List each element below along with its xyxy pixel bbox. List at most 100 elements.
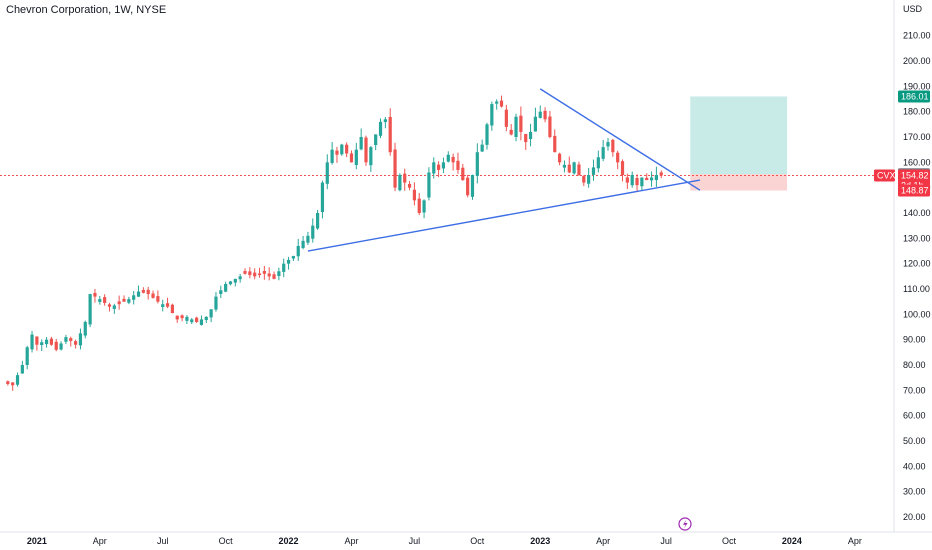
candle bbox=[524, 133, 528, 150]
price-tick-label: 80.00 bbox=[903, 360, 926, 370]
candle bbox=[224, 281, 228, 293]
time-tick-label: Apr bbox=[93, 536, 107, 546]
candle bbox=[316, 209, 320, 230]
candle bbox=[558, 152, 562, 166]
candle bbox=[427, 167, 431, 201]
time-tick-label: 2023 bbox=[530, 536, 550, 546]
candle bbox=[282, 258, 286, 278]
candle bbox=[253, 268, 257, 280]
candle bbox=[74, 339, 78, 349]
candle bbox=[345, 142, 349, 158]
candle bbox=[228, 280, 233, 286]
candle bbox=[190, 317, 194, 325]
candle bbox=[272, 271, 276, 280]
time-tick-label: Jul bbox=[660, 536, 672, 546]
price-tick-label: 120.00 bbox=[903, 259, 931, 269]
candle bbox=[291, 255, 295, 262]
candle bbox=[88, 293, 92, 328]
candle bbox=[195, 316, 199, 323]
candle bbox=[11, 381, 15, 391]
candle bbox=[199, 315, 204, 326]
trendline-support[interactable] bbox=[307, 179, 701, 252]
candle bbox=[596, 150, 600, 173]
candle bbox=[451, 153, 455, 171]
candle bbox=[635, 174, 639, 192]
candle bbox=[645, 173, 649, 181]
candle bbox=[601, 139, 605, 162]
price-tick-label: 190.00 bbox=[903, 81, 931, 91]
candle bbox=[306, 231, 310, 245]
candle bbox=[25, 345, 29, 370]
candle bbox=[127, 296, 131, 305]
candle bbox=[582, 175, 586, 187]
time-tick-label: Oct bbox=[722, 536, 737, 546]
candle bbox=[630, 171, 634, 188]
candle bbox=[611, 138, 615, 157]
price-tick-label: 70.00 bbox=[903, 385, 926, 395]
candle bbox=[543, 107, 547, 123]
candle bbox=[214, 291, 218, 312]
candle bbox=[640, 177, 644, 191]
target-price-tag-text: 186.01 bbox=[901, 91, 929, 101]
time-tick-label: Apr bbox=[596, 536, 610, 546]
candle bbox=[30, 331, 34, 353]
candle bbox=[64, 334, 68, 345]
candle bbox=[93, 288, 97, 303]
candle bbox=[528, 123, 533, 147]
time-axis: 2021 Apr Jul Oct 2022 Apr Jul Oct 2023 Apr Jul Oct 2… bbox=[27, 536, 862, 546]
candle bbox=[59, 341, 63, 351]
candle bbox=[354, 142, 358, 170]
candle bbox=[456, 152, 460, 174]
time-tick-label: Jul bbox=[409, 536, 421, 546]
price-tick-label: 140.00 bbox=[903, 208, 931, 218]
candle bbox=[204, 316, 208, 324]
candle bbox=[15, 372, 20, 387]
candle bbox=[553, 129, 557, 153]
candle bbox=[151, 290, 155, 299]
stop-price-tag bbox=[898, 184, 930, 197]
candle bbox=[504, 104, 508, 132]
candle bbox=[83, 320, 87, 339]
candle bbox=[567, 156, 571, 174]
candle bbox=[98, 295, 102, 305]
candle bbox=[301, 236, 305, 250]
candle bbox=[490, 101, 494, 131]
candle bbox=[175, 315, 179, 323]
candle bbox=[620, 159, 625, 182]
candle bbox=[267, 267, 271, 281]
price-tick-label: 30.00 bbox=[903, 487, 926, 497]
candle bbox=[286, 256, 291, 270]
candle bbox=[422, 199, 426, 219]
candle bbox=[587, 167, 591, 188]
candle bbox=[470, 174, 475, 200]
candle bbox=[40, 339, 44, 352]
candle bbox=[185, 315, 189, 324]
price-tick-label: 210.00 bbox=[903, 31, 931, 41]
candle bbox=[616, 150, 620, 170]
candle bbox=[393, 142, 397, 192]
candle bbox=[330, 142, 334, 165]
target-price-tag bbox=[898, 90, 930, 103]
trendline-resistance[interactable] bbox=[539, 88, 701, 191]
time-tick-label: Oct bbox=[219, 536, 234, 546]
candle bbox=[349, 150, 354, 163]
time-tick-label: 2021 bbox=[27, 536, 47, 546]
candle bbox=[340, 143, 344, 156]
price-tick-label: 170.00 bbox=[903, 132, 931, 142]
candle bbox=[311, 218, 315, 243]
candle bbox=[122, 295, 126, 302]
candle bbox=[514, 113, 518, 142]
candle bbox=[572, 161, 576, 175]
candle bbox=[103, 294, 107, 306]
candle bbox=[485, 122, 489, 150]
candle bbox=[248, 267, 252, 279]
candle bbox=[257, 267, 262, 278]
lightning-icon[interactable] bbox=[678, 517, 692, 531]
candle bbox=[112, 303, 116, 314]
candle bbox=[78, 328, 83, 350]
candles bbox=[6, 95, 663, 391]
target-zone[interactable] bbox=[690, 96, 788, 175]
candle bbox=[407, 181, 412, 191]
stop-zone[interactable] bbox=[690, 174, 788, 191]
